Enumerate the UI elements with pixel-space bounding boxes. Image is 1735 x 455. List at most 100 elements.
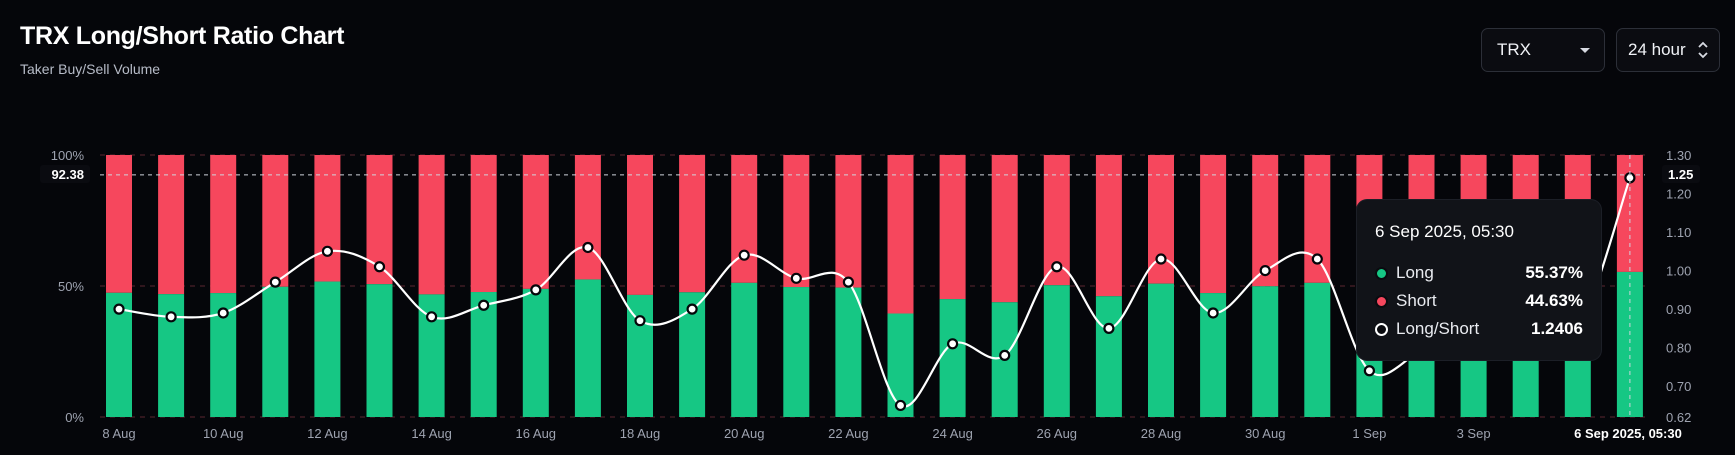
long-bar bbox=[470, 292, 497, 417]
y-right-tick-label: 1.30 bbox=[1666, 148, 1691, 163]
short-bar bbox=[314, 155, 341, 282]
y-left-tick-label: 0% bbox=[65, 410, 84, 425]
ratio-point bbox=[1051, 261, 1063, 273]
tooltip-row-ratio: Long/Short 1.2406 bbox=[1375, 315, 1583, 343]
ratio-point bbox=[999, 349, 1011, 361]
y-right-tick-label: 0.62 bbox=[1666, 410, 1691, 425]
short-bar bbox=[106, 155, 132, 293]
long-bar bbox=[366, 284, 393, 417]
short-bar bbox=[210, 155, 237, 294]
short-bar bbox=[574, 155, 601, 280]
ratio-line bbox=[118, 177, 1631, 408]
ratio-point bbox=[113, 303, 125, 315]
period-select-value: 24 hour bbox=[1628, 40, 1686, 59]
ratio-point bbox=[217, 307, 229, 319]
long-bar bbox=[887, 313, 914, 417]
long-bar bbox=[1148, 283, 1174, 417]
long-bar bbox=[783, 287, 810, 417]
ratio-point bbox=[269, 276, 281, 288]
x-tick-label: 26 Aug bbox=[1037, 426, 1078, 441]
x-tick-label: 10 Aug bbox=[203, 426, 244, 441]
ratio-point bbox=[478, 299, 490, 311]
ratio-dot-icon bbox=[1375, 322, 1388, 336]
x-tick-label: 24 Aug bbox=[932, 426, 973, 441]
short-dot-icon bbox=[1375, 294, 1388, 308]
long-bar bbox=[522, 288, 549, 417]
ratio-point bbox=[1103, 322, 1115, 334]
short-bar bbox=[835, 155, 862, 288]
ratio-point bbox=[1311, 253, 1323, 265]
y-right-tick-label: 1.00 bbox=[1666, 264, 1691, 279]
ratio-point bbox=[946, 338, 959, 350]
ratio-point bbox=[790, 272, 802, 284]
long-bar bbox=[939, 299, 966, 417]
ratio-point bbox=[1155, 253, 1167, 265]
short-bar bbox=[887, 155, 914, 314]
short-bar bbox=[522, 155, 549, 289]
tooltip-label: Long bbox=[1396, 263, 1434, 282]
ratio-point bbox=[634, 315, 646, 327]
short-bar bbox=[679, 155, 706, 293]
long-bar bbox=[1252, 286, 1279, 417]
x-tick-label: 12 Aug bbox=[307, 426, 348, 441]
tooltip-value: 44.63% bbox=[1525, 291, 1583, 310]
short-bar bbox=[783, 155, 810, 288]
short-bar bbox=[158, 155, 185, 295]
long-bar bbox=[1304, 282, 1331, 417]
ratio-point bbox=[894, 399, 907, 412]
chart-title: TRX Long/Short Ratio Chart bbox=[20, 22, 345, 50]
ratio-point bbox=[165, 311, 177, 323]
ratio-point bbox=[426, 311, 438, 323]
y-left-tick-label: 100% bbox=[51, 148, 85, 163]
crosshair-left-readout: 92.38 bbox=[51, 167, 84, 182]
ratio-point bbox=[321, 245, 333, 257]
long-bar bbox=[835, 287, 862, 417]
chevron-down-icon bbox=[1580, 48, 1590, 53]
sort-updown-icon bbox=[1698, 41, 1708, 59]
long-bar bbox=[314, 281, 341, 417]
x-tick-label: 1 Sep bbox=[1352, 426, 1386, 441]
crosshair-x-readout: 6 Sep 2025, 05:30 bbox=[1574, 426, 1682, 441]
coin-select-value: TRX bbox=[1497, 40, 1531, 59]
short-bar bbox=[627, 155, 653, 295]
x-tick-label: 14 Aug bbox=[411, 426, 452, 441]
ratio-point bbox=[530, 284, 542, 296]
short-bar bbox=[262, 155, 289, 287]
long-bar bbox=[1616, 271, 1643, 417]
short-bar bbox=[939, 155, 966, 300]
crosshair-left-readout-bg bbox=[40, 165, 90, 183]
x-tick-label: 16 Aug bbox=[516, 426, 557, 441]
data-tooltip: 6 Sep 2025, 05:30 Long 55.37% Short 44.6… bbox=[1357, 200, 1601, 360]
ratio-point bbox=[1259, 264, 1271, 277]
ratio-point bbox=[1207, 307, 1219, 319]
x-tick-label: 20 Aug bbox=[724, 426, 765, 441]
chart-subtitle: Taker Buy/Sell Volume bbox=[20, 61, 161, 77]
crosshair-right-readout: 1.25 bbox=[1668, 167, 1693, 182]
coin-select[interactable]: TRX bbox=[1481, 28, 1605, 72]
tooltip-row-short: Short 44.63% bbox=[1375, 287, 1583, 315]
long-bar bbox=[1043, 285, 1070, 417]
x-tick-label: 3 Sep bbox=[1457, 426, 1491, 441]
tooltip-value: 55.37% bbox=[1525, 263, 1583, 282]
ratio-point bbox=[686, 303, 698, 315]
x-tick-label: 8 Aug bbox=[102, 426, 135, 441]
ratio-point bbox=[842, 276, 855, 288]
long-bar bbox=[1095, 296, 1122, 417]
y-right-tick-label: 0.90 bbox=[1666, 302, 1691, 317]
crosshair-right-readout-bg bbox=[1662, 165, 1700, 183]
y-right-tick-label: 0.80 bbox=[1666, 341, 1691, 356]
long-bar bbox=[574, 279, 601, 417]
period-select[interactable]: 24 hour bbox=[1616, 28, 1720, 72]
long-dot-icon bbox=[1375, 266, 1388, 280]
ratio-point bbox=[1363, 365, 1376, 377]
tooltip-label: Short bbox=[1396, 291, 1437, 310]
tooltip-value: 1.2406 bbox=[1531, 319, 1583, 338]
x-tick-label: 22 Aug bbox=[828, 426, 869, 441]
y-right-tick-label: 0.70 bbox=[1666, 379, 1691, 394]
y-left-tick-label: 50% bbox=[58, 279, 84, 294]
long-bar bbox=[731, 282, 758, 417]
short-bar bbox=[470, 155, 497, 293]
short-bar bbox=[1095, 155, 1122, 297]
tooltip-label: Long/Short bbox=[1396, 319, 1480, 338]
ratio-point bbox=[738, 249, 750, 261]
